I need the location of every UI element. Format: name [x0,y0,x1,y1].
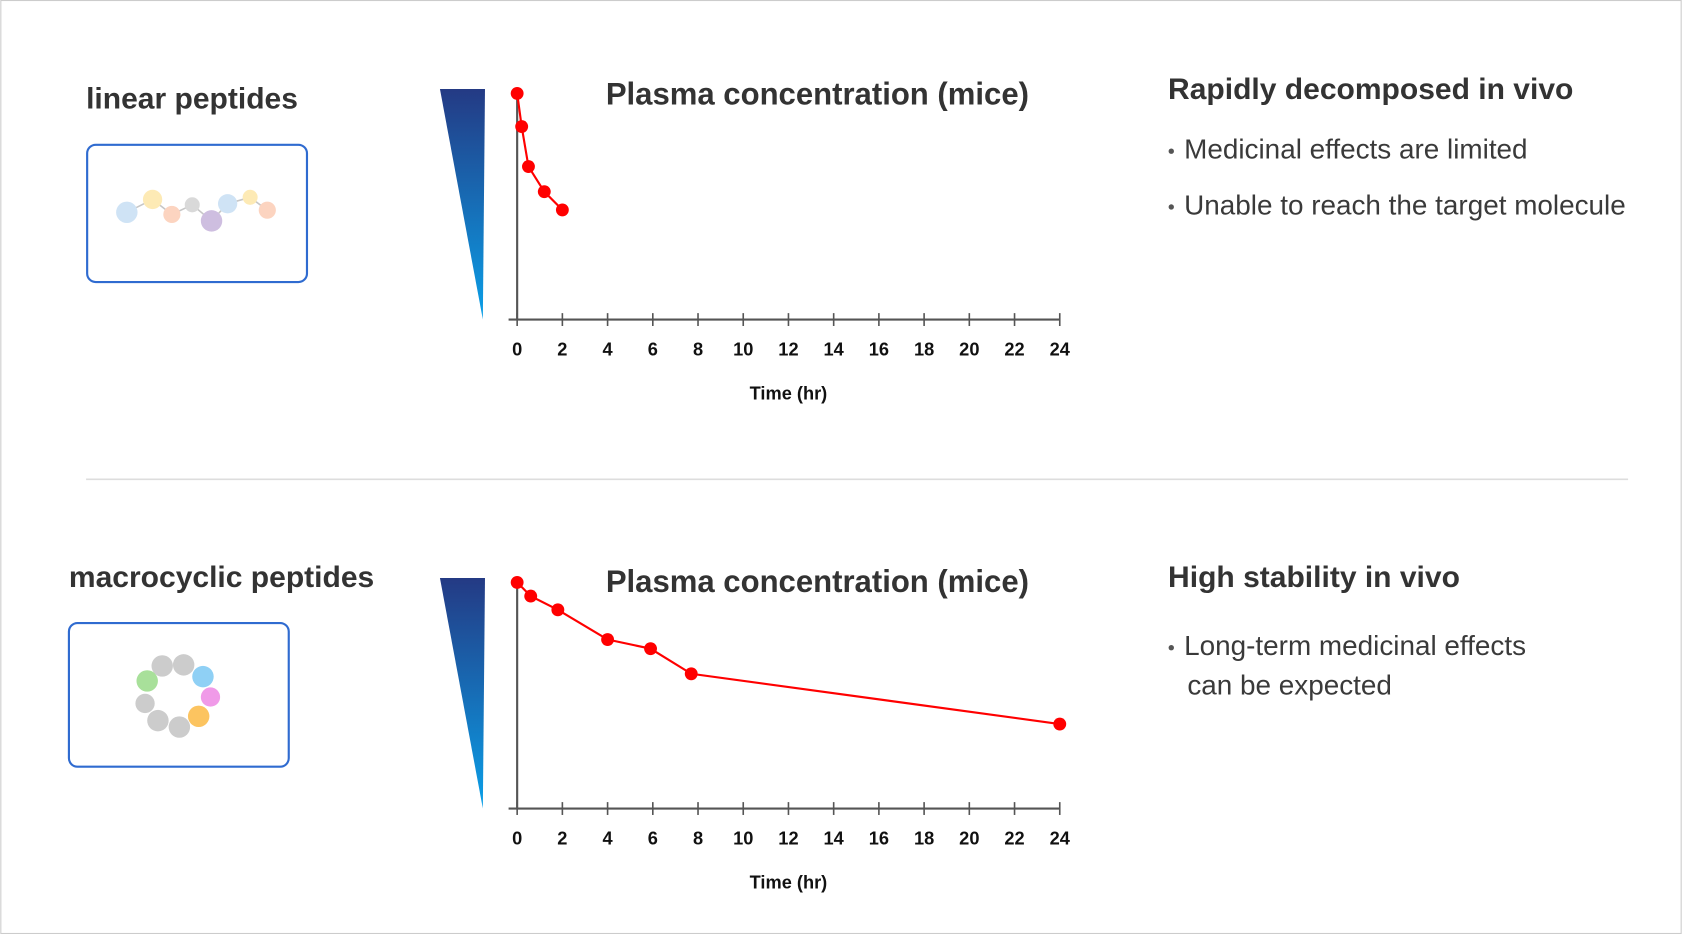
x-tick-label: 20 [959,339,979,359]
gradient-wedge [439,89,485,320]
point [537,185,551,199]
gradient-wedge [439,577,485,809]
point [522,160,535,173]
panel-heading: Rapidly decomposed in vivo [1168,73,1573,106]
x-tick-label: 4 [603,339,614,359]
chart-title: Plasma concentration (mice) [606,77,1029,112]
bullet-text: Long-term medicinal effects [1184,630,1526,661]
x-tick-label: 12 [778,339,798,359]
panel-heading: High stability in vivo [1168,561,1460,594]
x-tick-label: 4 [603,828,614,848]
x-tick-label: 24 [1050,828,1071,848]
bullet-text: Unable to reach the target molecule [1184,189,1626,220]
x-tick-label: 6 [648,828,658,848]
x-tick-label: 20 [959,828,979,848]
x-tick-label: 0 [512,828,522,848]
bullet-text: can be expected [1187,670,1392,701]
x-tick-label: 16 [869,339,889,359]
linear-molecule [116,189,276,232]
x-tick-label: 6 [648,339,658,359]
bullet-text: Medicinal effects are limited [1184,134,1527,165]
bullet-dot [1168,148,1174,154]
x-tick-label: 14 [824,339,845,359]
point [684,667,698,681]
x-tick-label: 8 [693,828,703,848]
x-tick-label: 10 [733,339,753,359]
molecule-box [86,143,309,284]
bullet-dot [1168,645,1174,651]
x-tick-label: 18 [914,828,934,848]
point [555,203,569,217]
x-tick-label: 12 [778,828,798,848]
x-tick-label: 10 [733,828,753,848]
x-tick-label: 16 [869,828,889,848]
point [644,642,657,656]
x-tick-label: 2 [557,339,567,359]
point [515,120,529,133]
molecule-box [67,621,290,768]
bullet-dot [1168,204,1174,210]
x-tick-label: 0 [512,339,522,359]
point [510,575,524,589]
point [551,603,565,617]
cyclic-molecule [135,654,221,738]
point [1053,717,1067,731]
panel-label: linear peptides [86,83,298,116]
point [510,86,524,100]
point [524,589,538,603]
x-tick-label: 24 [1050,339,1071,359]
x-axis-label: Time (hr) [750,383,828,403]
x-tick-label: 2 [557,828,567,848]
x-axis-label: Time (hr) [750,872,828,892]
chart-title: Plasma concentration (mice) [606,564,1029,599]
x-tick-label: 22 [1004,828,1024,848]
x-tick-label: 18 [914,339,934,359]
point [601,633,615,646]
panel-label: macrocyclic peptides [69,561,374,594]
x-tick-label: 8 [693,339,703,359]
x-tick-label: 22 [1004,339,1024,359]
x-tick-label: 14 [824,828,845,848]
